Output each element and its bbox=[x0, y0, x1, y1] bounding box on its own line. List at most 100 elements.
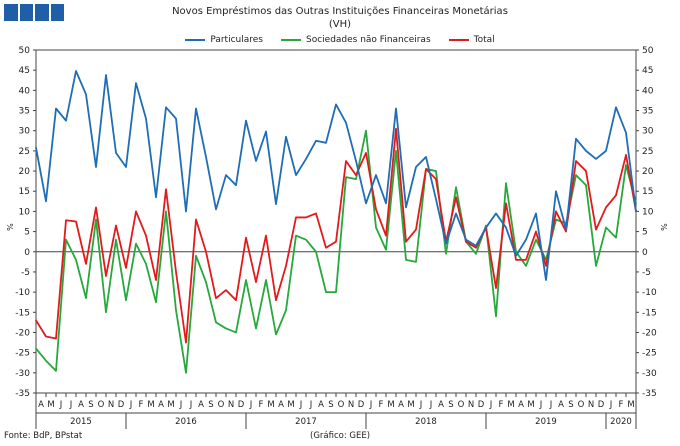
x-tick-label-month: J bbox=[129, 400, 133, 410]
x-tick-label-year: 2017 bbox=[295, 417, 317, 427]
x-tick-label-month: S bbox=[568, 400, 573, 410]
source-note: Fonte: BdP, BPstat bbox=[4, 431, 83, 441]
y-tick-label-right: 25 bbox=[642, 147, 653, 157]
y-tick-label-right: 20 bbox=[642, 167, 654, 177]
y-tick-label-left: 35 bbox=[19, 107, 30, 117]
plot-frame bbox=[35, 49, 637, 394]
y-tick-label-right: -35 bbox=[642, 389, 657, 399]
x-tick-label-month: M bbox=[267, 400, 274, 410]
x-tick-label-month: F bbox=[499, 400, 504, 410]
series-line-total bbox=[35, 127, 637, 344]
chart-legend: Particulares Sociedades não Financeiras … bbox=[0, 35, 680, 45]
y-tick-label-left: -25 bbox=[15, 349, 30, 359]
y-tick-label-right: -10 bbox=[642, 288, 657, 298]
x-tick-label-year: 2016 bbox=[175, 417, 197, 427]
x-tick-label-month: F bbox=[259, 400, 264, 410]
chart-title-block: Novos Empréstimos das Outras Instituiçõe… bbox=[0, 5, 680, 31]
x-tick-label-month: M bbox=[287, 400, 294, 410]
graph-credit: (Gráfico: GEE) bbox=[310, 431, 371, 441]
logo-block-1 bbox=[4, 4, 18, 21]
x-tick-label-month: O bbox=[458, 400, 465, 410]
y-tick-label-left: -10 bbox=[15, 288, 30, 298]
x-tick-label-month: N bbox=[228, 400, 234, 410]
x-tick-label-year: 2020 bbox=[610, 417, 632, 427]
y-tick-label-left: -35 bbox=[15, 389, 30, 399]
y-tick-label-left: -15 bbox=[15, 308, 30, 318]
y-tick-label-right: -15 bbox=[642, 308, 657, 318]
x-tick-label-month: A bbox=[278, 400, 284, 410]
x-tick-label-month: S bbox=[208, 400, 213, 410]
x-tick-label-month: A bbox=[558, 400, 564, 410]
y-tick-label-right: 50 bbox=[642, 46, 654, 56]
y-axis-unit-right: % bbox=[660, 223, 669, 231]
x-tick-label-month: M bbox=[527, 400, 534, 410]
x-tick-label-month: J bbox=[419, 400, 423, 410]
x-tick-label-month: J bbox=[369, 400, 373, 410]
publisher-logo bbox=[4, 4, 64, 21]
x-tick-label-month: A bbox=[38, 400, 44, 410]
x-tick-label-month: J bbox=[429, 400, 433, 410]
y-tick-label-left: 25 bbox=[19, 147, 30, 157]
legend-item-particulares: Particulares bbox=[185, 35, 263, 45]
x-tick-label-month: A bbox=[78, 400, 84, 410]
y-tick-label-left: 10 bbox=[19, 207, 31, 217]
x-tick-label-month: J bbox=[309, 400, 313, 410]
x-tick-label-month: N bbox=[348, 400, 354, 410]
logo-block-3 bbox=[35, 4, 49, 21]
x-tick-label-month: M bbox=[407, 400, 414, 410]
x-tick-label-month: D bbox=[118, 400, 125, 410]
legend-label-sociedades: Sociedades não Financeiras bbox=[305, 35, 431, 45]
y-tick-label-left: 0 bbox=[24, 248, 30, 258]
y-tick-label-right: 40 bbox=[642, 86, 654, 96]
x-tick-label-month: M bbox=[627, 400, 634, 410]
legend-swatch-sociedades bbox=[280, 39, 301, 41]
x-tick-label-month: S bbox=[88, 400, 93, 410]
x-tick-label-month: S bbox=[328, 400, 333, 410]
y-tick-label-right: 0 bbox=[642, 248, 648, 258]
x-tick-label-month: J bbox=[549, 400, 553, 410]
x-tick-label-month: M bbox=[167, 400, 174, 410]
x-tick-label-month: A bbox=[438, 400, 444, 410]
x-tick-label-month: A bbox=[158, 400, 164, 410]
legend-label-total: Total bbox=[473, 35, 495, 45]
y-tick-label-left: 15 bbox=[19, 187, 30, 197]
x-tick-label-month: O bbox=[578, 400, 585, 410]
x-tick-label-month: N bbox=[588, 400, 594, 410]
y-tick-label-left: 20 bbox=[19, 167, 31, 177]
y-tick-label-left: -5 bbox=[21, 268, 30, 278]
x-tick-label-month: A bbox=[518, 400, 524, 410]
x-tick-label-month: D bbox=[478, 400, 485, 410]
y-tick-label-right: -30 bbox=[642, 369, 657, 379]
series-line-sociedades-n-o-financeiras bbox=[35, 129, 637, 374]
x-tick-label-month: J bbox=[59, 400, 63, 410]
legend-swatch-particulares bbox=[185, 39, 206, 41]
x-tick-label-year: 2015 bbox=[70, 417, 92, 427]
legend-item-total: Total bbox=[448, 35, 495, 45]
legend-item-sociedades: Sociedades não Financeiras bbox=[280, 35, 431, 45]
x-tick-label-month: F bbox=[379, 400, 384, 410]
y-tick-label-left: 5 bbox=[24, 228, 30, 238]
logo-block-4 bbox=[50, 4, 64, 21]
x-tick-label-month: D bbox=[358, 400, 365, 410]
logo-block-2 bbox=[19, 4, 33, 21]
y-tick-label-right: 35 bbox=[642, 107, 653, 117]
x-tick-label-month: N bbox=[108, 400, 114, 410]
x-tick-label-month: J bbox=[609, 400, 613, 410]
y-tick-label-right: 5 bbox=[642, 228, 648, 238]
x-tick-label-year: 2018 bbox=[415, 417, 437, 427]
x-tick-label-month: N bbox=[468, 400, 474, 410]
x-tick-label-month: O bbox=[98, 400, 105, 410]
x-tick-label-year: 2019 bbox=[535, 417, 557, 427]
x-tick-label-month: D bbox=[598, 400, 605, 410]
legend-swatch-total bbox=[448, 39, 469, 41]
chart-subtitle: (VH) bbox=[328, 19, 352, 30]
y-tick-label-right: 15 bbox=[642, 187, 653, 197]
y-tick-label-right: 10 bbox=[642, 207, 654, 217]
y-tick-label-left: 30 bbox=[19, 127, 31, 137]
x-tick-label-month: M bbox=[47, 400, 54, 410]
y-tick-label-left: 50 bbox=[19, 46, 31, 56]
y-tick-label-left: 40 bbox=[19, 86, 31, 96]
x-tick-label-month: A bbox=[398, 400, 404, 410]
x-tick-label-month: M bbox=[507, 400, 514, 410]
